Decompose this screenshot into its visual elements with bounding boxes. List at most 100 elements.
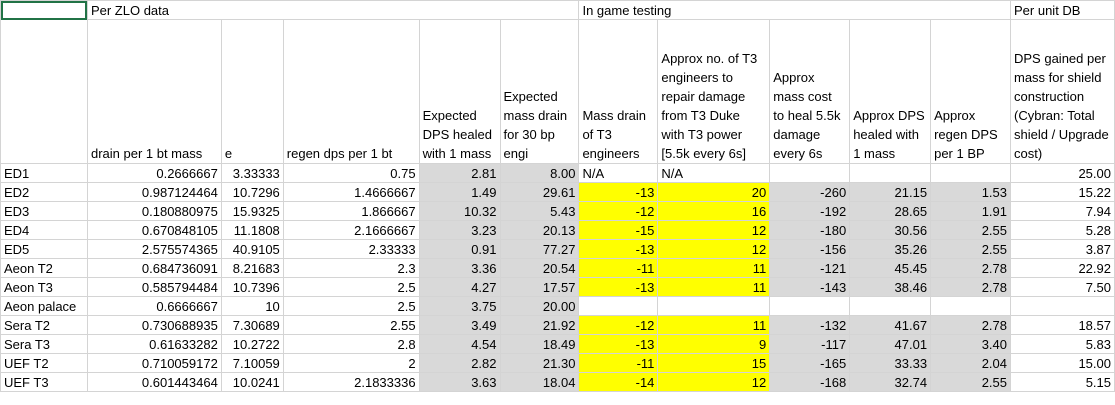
header-drain-col[interactable]: drain per 1 bt mass	[86, 19, 222, 164]
table-cell[interactable]: 3.36	[418, 258, 501, 278]
table-cell[interactable]: -143	[769, 277, 851, 297]
table-cell[interactable]: ED1	[0, 163, 88, 183]
table-cell[interactable]: 8.00	[499, 163, 580, 183]
table-cell[interactable]: 8.21683	[220, 258, 284, 278]
table-cell[interactable]: 7.10059	[220, 353, 284, 373]
table-cell[interactable]: 15.00	[1010, 353, 1115, 373]
table-cell[interactable]: ED5	[0, 239, 88, 259]
table-cell[interactable]	[769, 296, 851, 316]
header-expected-drain-col[interactable]: Expected mass drain for 30 bp engi	[499, 19, 580, 164]
table-cell[interactable]: 2.5	[282, 296, 420, 316]
table-cell[interactable]: 21.92	[499, 315, 580, 335]
table-cell[interactable]: 33.33	[849, 353, 932, 373]
table-cell[interactable]	[930, 296, 1011, 316]
table-cell[interactable]: 0.2666667	[86, 163, 222, 183]
table-cell[interactable]: -13	[578, 239, 659, 259]
table-cell[interactable]: 18.57	[1010, 315, 1115, 335]
table-cell[interactable]: 0.6666667	[86, 296, 222, 316]
header-approx-dps-col[interactable]: Approx DPS healed with 1 mass	[849, 19, 932, 164]
table-cell[interactable]: 20	[657, 182, 771, 202]
table-cell[interactable]: 1.53	[930, 182, 1011, 202]
table-cell[interactable]: -180	[769, 220, 851, 240]
table-cell[interactable]: -11	[578, 353, 659, 373]
table-cell[interactable]: 20.54	[499, 258, 580, 278]
table-cell[interactable]: 0.180880975	[86, 201, 222, 221]
table-cell[interactable]: -260	[769, 182, 851, 202]
table-cell[interactable]: 16	[657, 201, 771, 221]
table-cell[interactable]: 7.50	[1010, 277, 1115, 297]
table-cell[interactable]: 40.9105	[220, 239, 284, 259]
table-cell[interactable]: 0.670848105	[86, 220, 222, 240]
table-cell[interactable]: 3.49	[418, 315, 501, 335]
table-cell[interactable]: 17.57	[499, 277, 580, 297]
table-cell[interactable]: -156	[769, 239, 851, 259]
header-shield-dps-col[interactable]: DPS gained per mass for shield construct…	[1010, 19, 1115, 164]
table-cell[interactable]: Aeon palace	[0, 296, 88, 316]
table-cell[interactable]: 5.83	[1010, 334, 1115, 354]
table-cell[interactable]	[930, 163, 1011, 183]
header-mass-drain-col[interactable]: Mass drain of T3 engineers	[578, 19, 659, 164]
table-cell[interactable]: -13	[578, 334, 659, 354]
table-cell[interactable]: 3.40	[930, 334, 1011, 354]
table-cell[interactable]: 20.13	[499, 220, 580, 240]
header-unit-col[interactable]	[0, 19, 88, 164]
table-cell[interactable]: 18.49	[499, 334, 580, 354]
table-cell[interactable]: 2.81	[418, 163, 501, 183]
table-cell[interactable]: 0.710059172	[86, 353, 222, 373]
table-cell[interactable]: 0.585794484	[86, 277, 222, 297]
header-mass-cost-col[interactable]: Approx mass cost to heal 5.5k damage eve…	[769, 19, 851, 164]
table-cell[interactable]	[1010, 296, 1115, 316]
table-cell[interactable]: 3.75	[418, 296, 501, 316]
table-cell[interactable]: 0.730688935	[86, 315, 222, 335]
table-cell[interactable]: 5.28	[1010, 220, 1115, 240]
table-cell[interactable]: -12	[578, 315, 659, 335]
table-cell[interactable]: 28.65	[849, 201, 932, 221]
table-cell[interactable]: 1.91	[930, 201, 1011, 221]
table-cell[interactable]: 47.01	[849, 334, 932, 354]
table-cell[interactable]: 3.23	[418, 220, 501, 240]
table-cell[interactable]: 4.54	[418, 334, 501, 354]
group-zlo[interactable]: Per ZLO data	[86, 0, 580, 20]
table-cell[interactable]: 12	[657, 220, 771, 240]
table-cell[interactable]: 7.94	[1010, 201, 1115, 221]
table-cell[interactable]: N/A	[578, 163, 659, 183]
table-cell[interactable]: 2	[282, 353, 420, 373]
table-cell[interactable]: 25.00	[1010, 163, 1115, 183]
table-cell[interactable]: 0.61633282	[86, 334, 222, 354]
table-cell[interactable]: 2.55	[930, 220, 1011, 240]
table-cell[interactable]: 29.61	[499, 182, 580, 202]
header-approx-regen-col[interactable]: Approx regen DPS per 1 BP	[930, 19, 1011, 164]
table-cell[interactable]: 2.78	[930, 258, 1011, 278]
table-cell[interactable]: -132	[769, 315, 851, 335]
table-cell[interactable]: 77.27	[499, 239, 580, 259]
table-cell[interactable]: 2.5	[282, 277, 420, 297]
table-cell[interactable]: -121	[769, 258, 851, 278]
table-cell[interactable]: 0.684736091	[86, 258, 222, 278]
table-cell[interactable]: -165	[769, 353, 851, 373]
table-cell[interactable]: 21.15	[849, 182, 932, 202]
table-cell[interactable]: -11	[578, 258, 659, 278]
table-cell[interactable]: 0.91	[418, 239, 501, 259]
table-cell[interactable]: 18.04	[499, 372, 580, 392]
table-cell[interactable]: 0.987124464	[86, 182, 222, 202]
table-cell[interactable]: 10.7296	[220, 182, 284, 202]
table-cell[interactable]: 2.3	[282, 258, 420, 278]
table-cell[interactable]: 2.33333	[282, 239, 420, 259]
header-engineer-count-col[interactable]: Approx no. of T3 engineers to repair dam…	[657, 19, 771, 164]
table-cell[interactable]: -15	[578, 220, 659, 240]
table-cell[interactable]: 3.33333	[220, 163, 284, 183]
table-cell[interactable]: 32.74	[849, 372, 932, 392]
table-cell[interactable]: -192	[769, 201, 851, 221]
table-cell[interactable]: 2.55	[930, 239, 1011, 259]
table-cell[interactable]: 21.30	[499, 353, 580, 373]
table-cell[interactable]: 11.1808	[220, 220, 284, 240]
table-cell[interactable]	[849, 163, 932, 183]
table-cell[interactable]: Aeon T2	[0, 258, 88, 278]
group-game[interactable]: In game testing	[578, 0, 1011, 20]
table-cell[interactable]: 35.26	[849, 239, 932, 259]
table-cell[interactable]: Sera T2	[0, 315, 88, 335]
table-cell[interactable]: ED4	[0, 220, 88, 240]
table-cell[interactable]: 3.63	[418, 372, 501, 392]
table-cell[interactable]: 11	[657, 277, 771, 297]
table-cell[interactable]: -14	[578, 372, 659, 392]
